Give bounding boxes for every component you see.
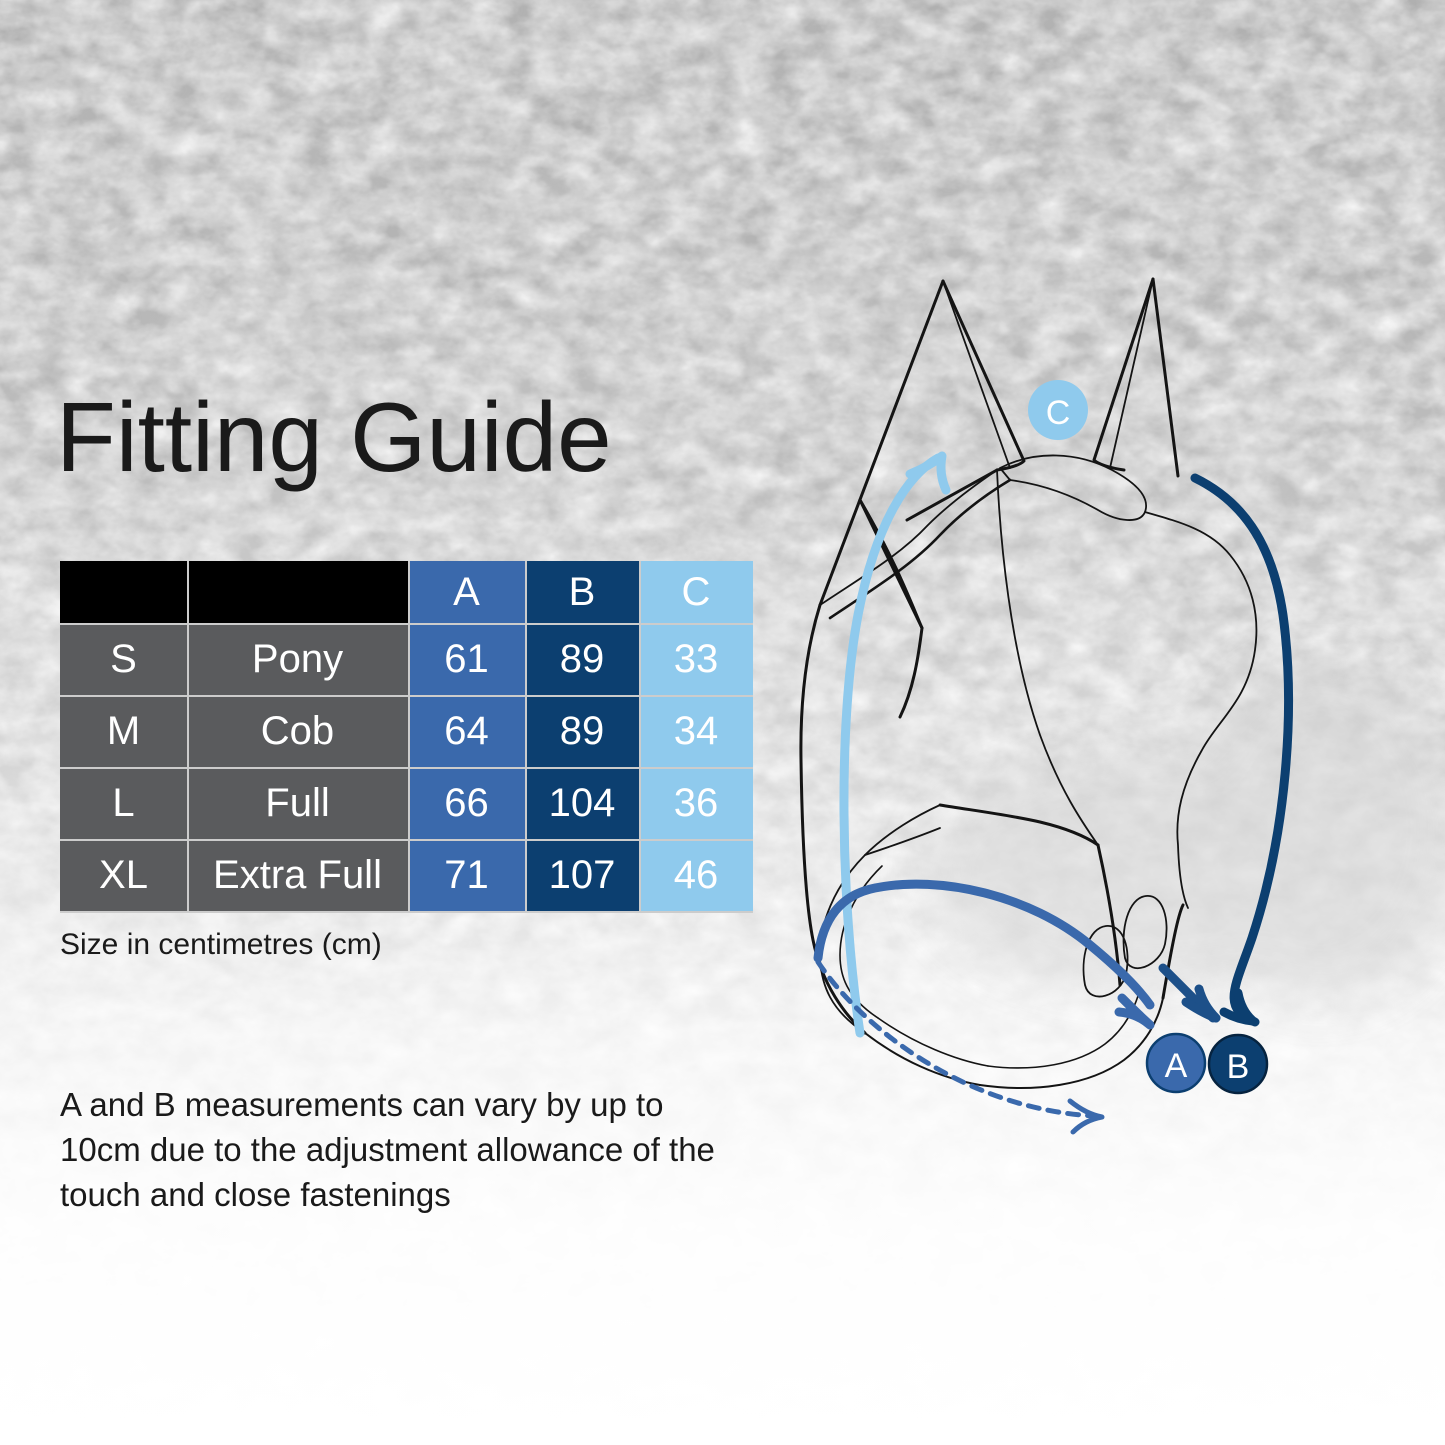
svg-text:C: C — [1046, 394, 1071, 432]
svg-text:A: A — [1165, 1047, 1188, 1085]
svg-text:B: B — [1227, 1048, 1250, 1086]
